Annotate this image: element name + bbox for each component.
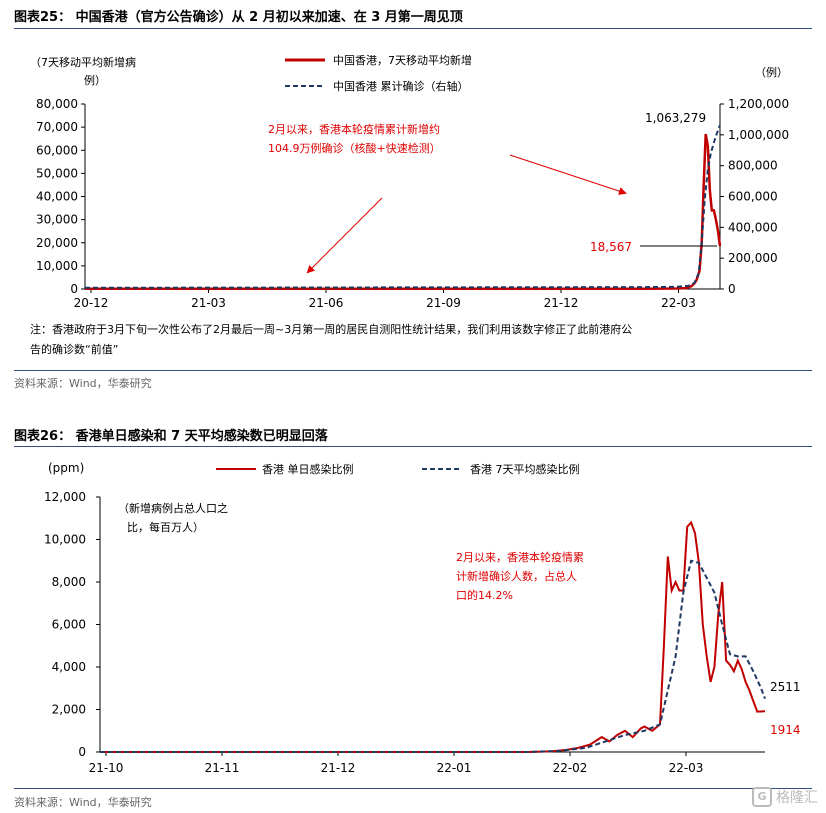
annotation-line3: 口的14.2% (456, 588, 513, 602)
y-axis-label-right: （例） (755, 65, 788, 79)
annotation-arrow-right (509, 154, 627, 195)
figure26-title: 图表26： 香港单日感染和 7 天平均感染数已明显回落 (14, 429, 328, 444)
y-tick-label-left: 0 (70, 282, 78, 296)
annotation-line1: 2月以来，香港本轮疫情累计新增约 (268, 122, 440, 136)
data-label-max-cumulative: 1,063,279 (645, 111, 706, 125)
annotation-line2: 计新增确诊人数，占总人 (456, 569, 577, 583)
y-tick-label-right: 200,000 (728, 251, 778, 265)
y-tick-label: 12,000 (44, 490, 86, 504)
y-tick-label-right: 1,000,000 (728, 128, 789, 142)
y-axis-note: 比，每百万人） (127, 520, 204, 534)
source-separator (14, 788, 812, 789)
x-tick-label: 21-06 (309, 296, 344, 310)
series-line-cumulative (84, 124, 721, 289)
x-tick-label: 20-12 (74, 296, 109, 310)
y-tick-label-right: 800,000 (728, 159, 778, 173)
y-tick-label-right: 0 (728, 282, 736, 296)
data-label-last-avg: 2511 (770, 680, 801, 694)
title-separator (14, 446, 812, 447)
x-tick-label: 21-03 (191, 296, 226, 310)
x-tick-label: 22-02 (553, 761, 588, 775)
legend-label-daily: 香港 单日感染比例 (262, 462, 354, 476)
y-axis-label-left: （7天移动平均新增病 (30, 55, 136, 69)
annotation-line1: 2月以来，香港本轮疫情累 (456, 550, 584, 564)
y-tick-label-left: 40,000 (36, 190, 78, 204)
watermark-logo-icon: G (752, 787, 772, 807)
x-tick-label: 21-09 (426, 296, 461, 310)
x-tick-label: 21-12 (321, 761, 356, 775)
x-tick-label: 22-03 (661, 296, 696, 310)
figure25-source: 资料来源：Wind，华泰研究 (14, 377, 152, 390)
note-separator (14, 370, 812, 371)
y-tick-label-left: 10,000 (36, 259, 78, 273)
x-tick-label: 21-11 (205, 761, 240, 775)
legend-label-cumulative: 中国香港 累计确诊（右轴） (333, 79, 469, 93)
y-tick-label-right: 1,200,000 (728, 97, 789, 111)
y-tick-label-right: 600,000 (728, 190, 778, 204)
watermark-text: 格隆汇 (776, 790, 818, 806)
y-tick-label-left: 50,000 (36, 166, 78, 180)
y-axis-label: (ppm) (48, 461, 84, 475)
series-line-daily (100, 520, 766, 753)
x-tick-label: 21-10 (89, 761, 124, 775)
legend-label-daily: 中国香港，7天移动平均新增 (333, 53, 472, 67)
y-axis-label-left: 例） (84, 73, 106, 87)
y-tick-label: 10,000 (44, 533, 86, 547)
y-tick-label-left: 80,000 (36, 97, 78, 111)
figure25-title: 图表25： 中国香港（官方公告确诊）从 2 月初以来加速、在 3 月第一周见顶 (14, 10, 463, 25)
x-tick-label: 22-03 (669, 761, 704, 775)
legend-label-avg: 香港 7天平均感染比例 (470, 462, 580, 476)
x-tick-label: 22-01 (437, 761, 472, 775)
data-label-last-daily: 18,567 (590, 240, 632, 254)
y-tick-label: 0 (78, 745, 86, 759)
y-tick-label-right: 400,000 (728, 220, 778, 234)
watermark: G 格隆汇 (752, 787, 818, 807)
y-axis-note: （新增病例占总人口之 (118, 501, 228, 515)
title-separator (14, 28, 812, 29)
y-tick-label-left: 60,000 (36, 143, 78, 157)
data-label-last-daily: 1914 (770, 723, 801, 737)
y-tick-label-left: 70,000 (36, 120, 78, 134)
annotation-line2: 104.9万例确诊（核酸+快速检测） (268, 141, 441, 155)
y-tick-label: 2,000 (52, 703, 86, 717)
y-tick-label-left: 30,000 (36, 213, 78, 227)
y-tick-label-left: 20,000 (36, 236, 78, 250)
y-tick-label: 8,000 (52, 575, 86, 589)
y-tick-label: 6,000 (52, 618, 86, 632)
series-line-daily (84, 133, 722, 291)
figure25-note-line2: 告的确诊数“前值” (30, 343, 119, 356)
annotation-arrow-left (306, 197, 383, 274)
x-tick-label: 21-12 (544, 296, 579, 310)
series-line-avg (100, 559, 766, 753)
figure26-source: 资料来源：Wind，华泰研究 (14, 796, 152, 809)
figure25-note-line1: 注：香港政府于3月下旬一次性公布了2月最后一周~3月第一周的居民自测阳性统计结果… (30, 323, 633, 336)
y-tick-label: 4,000 (52, 660, 86, 674)
